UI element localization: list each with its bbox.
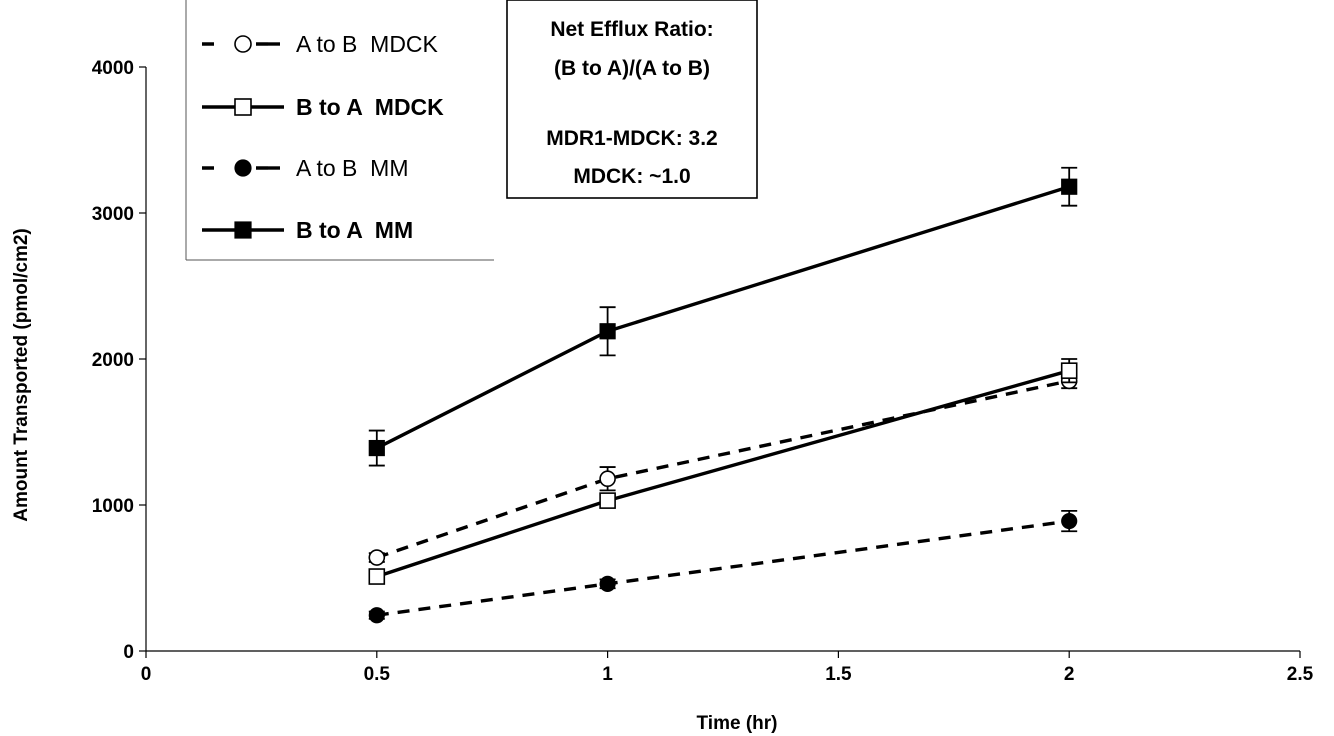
annotation-line: MDCK: ~1.0: [573, 165, 690, 188]
data-point: [599, 323, 616, 340]
series-line: [376, 185, 1070, 450]
x-tick-label: 2: [1064, 664, 1075, 685]
legend: A to B MDCK B to A MDCK A to B MM B to A MM: [185, 0, 494, 261]
series-2: [368, 509, 1078, 624]
legend-label: B to A MDCK: [296, 94, 444, 120]
data-point: [368, 568, 386, 585]
axes: 0 0.5 1 1.5 2 2.5 0 1000 2000 3000 4000 Time (hr) Am…: [11, 58, 1314, 734]
series-line: [376, 519, 1070, 617]
data-point: [234, 35, 252, 53]
data-point: [1061, 512, 1078, 530]
legend-label: B to A MM: [296, 217, 413, 243]
data-point: [234, 221, 252, 239]
data-point: [368, 439, 385, 457]
annotation-line: MDR1-MDCK: 3.2: [546, 127, 718, 150]
legend-label: A to B MDCK: [296, 31, 439, 57]
legend-entry: A to B MDCK: [202, 31, 439, 57]
y-axis-title: Amount Transported (pmol/cm2): [11, 228, 32, 521]
series-1: [368, 358, 1078, 585]
x-tick-label: 1.5: [825, 664, 852, 685]
y-tick-label: 4000: [92, 58, 134, 79]
data-point: [599, 470, 616, 488]
y-tick-label: 3000: [92, 204, 134, 225]
data-point: [1061, 178, 1078, 195]
x-axis-title: Time (hr): [697, 713, 778, 734]
data-point: [368, 607, 385, 624]
data-point: [234, 159, 252, 177]
x-tick-label: 0: [141, 664, 152, 685]
y-tick-label: 2000: [92, 350, 134, 371]
data-point: [368, 549, 386, 566]
x-tick-label: 1: [602, 664, 613, 685]
legend-entry: B to A MDCK: [202, 94, 444, 120]
annotation-line: Net Efflux Ratio:: [550, 18, 713, 41]
legend-entry: B to A MM: [202, 217, 413, 243]
annotation-line: (B to A)/(A to B): [554, 57, 710, 80]
series-layer: [368, 166, 1078, 624]
data-point: [234, 98, 252, 116]
legend-label: A to B MM: [296, 155, 408, 181]
y-tick-label: 1000: [92, 496, 134, 517]
y-tick-label: 0: [123, 642, 134, 663]
legend-entry: A to B MM: [202, 155, 408, 181]
series-line: [376, 369, 1070, 579]
data-point: [1060, 362, 1078, 379]
x-tick-label: 0.5: [364, 664, 391, 685]
series-3: [368, 166, 1078, 467]
data-point: [599, 492, 616, 509]
x-tick-label: 2.5: [1287, 664, 1314, 685]
annotation-box: Net Efflux Ratio: (B to A)/(A to B) MDR1-M…: [506, 0, 758, 199]
annotation-frame: [506, 0, 758, 199]
data-point: [599, 575, 616, 592]
